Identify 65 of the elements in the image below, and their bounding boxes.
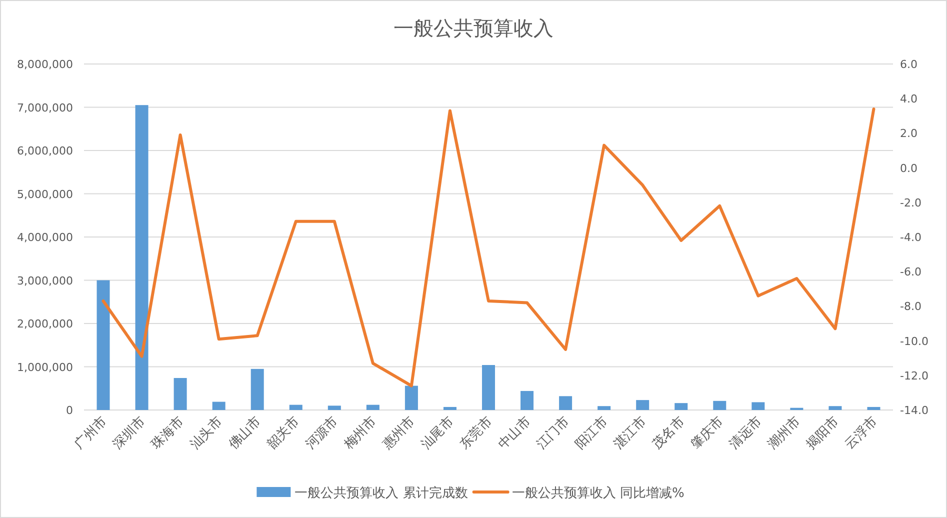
y-tick-label: 7,000,000	[17, 101, 73, 114]
y2-tick-label: -8.0	[900, 300, 922, 314]
y-tick-label: 3,000,000	[17, 274, 73, 288]
line-series	[102, 107, 876, 388]
bar	[96, 280, 110, 410]
y2-tick-label: -2.0	[900, 196, 922, 210]
x-tick-label: 肇庆市	[688, 414, 726, 452]
x-tick-label: 梅州市	[340, 414, 380, 454]
bar	[713, 400, 726, 410]
y2-tick-label: -6.0	[900, 266, 922, 279]
y-tick-label: 2,000,000	[17, 318, 73, 330]
y-tick-label: 0	[66, 404, 73, 417]
x-tick-label: 汕尾市	[418, 414, 457, 452]
bar	[174, 378, 187, 410]
x-tick-label: 东莞市	[457, 414, 496, 452]
x-tick-label: 潮州市	[765, 414, 804, 452]
x-tick-label: 中山市	[496, 414, 534, 452]
bar	[366, 404, 380, 410]
y-tick-label: 6,000,000	[17, 144, 73, 158]
y-tick-label: 8,000,000	[17, 58, 73, 71]
bar	[520, 390, 534, 410]
x-tick-label: 茂名市	[650, 414, 688, 452]
bar	[212, 402, 226, 410]
x-tick-label: 清远市	[726, 414, 765, 452]
x-tick-label: 汕头市	[187, 414, 226, 452]
x-tick-label: 云浮市	[842, 414, 881, 452]
y2-tick-label: -4.0	[900, 231, 922, 244]
legend-label: 一般公共预算收入 同比增减%	[512, 486, 684, 501]
bar	[674, 403, 688, 410]
y2-tick-label: 6.0	[900, 58, 918, 71]
y2-tick-label: 2.0	[900, 127, 918, 140]
x-tick-label: 深圳市	[110, 414, 149, 452]
bar	[752, 402, 765, 410]
bar	[867, 406, 880, 410]
y-tick-label: 1,000,000	[17, 360, 73, 374]
x-tick-label: 阳江市	[572, 414, 611, 452]
x-tick-label: 广州市	[72, 414, 110, 452]
x-tick-label: 湛江市	[611, 414, 650, 452]
x-tick-label: 江门市	[533, 414, 572, 452]
y2-tick-label: -12.0	[900, 369, 928, 382]
bar	[289, 404, 302, 410]
x-tick-label: 河源市	[303, 414, 342, 452]
bar	[559, 396, 572, 410]
bar	[636, 400, 650, 410]
bar	[598, 406, 611, 410]
x-tick-label: 珠海市	[148, 414, 188, 452]
chart-title: 一般公共预算收入	[394, 16, 554, 40]
x-tick-label: 揭阳市	[804, 414, 842, 452]
legend-label: 一般公共预算收入 累计完成数	[294, 485, 468, 501]
bar	[250, 368, 264, 410]
y2-tick-label: -14.0	[900, 404, 928, 417]
bar	[404, 386, 418, 410]
x-tick-label: 佛山市	[226, 414, 264, 452]
x-tick-label: 惠州市	[379, 414, 418, 454]
y-tick-label: 4,000,000	[17, 231, 73, 244]
bar	[482, 365, 495, 410]
bar	[328, 406, 341, 410]
bar	[443, 406, 456, 410]
bar	[828, 406, 842, 410]
x-tick-label: 韶关市	[264, 414, 303, 452]
y2-tick-label: 4.0	[900, 92, 918, 106]
y2-tick-label: -10.0	[900, 334, 928, 348]
bar	[135, 105, 148, 410]
y2-tick-label: 0.0	[900, 162, 918, 175]
y-tick-label: 5,000,000	[17, 188, 73, 201]
